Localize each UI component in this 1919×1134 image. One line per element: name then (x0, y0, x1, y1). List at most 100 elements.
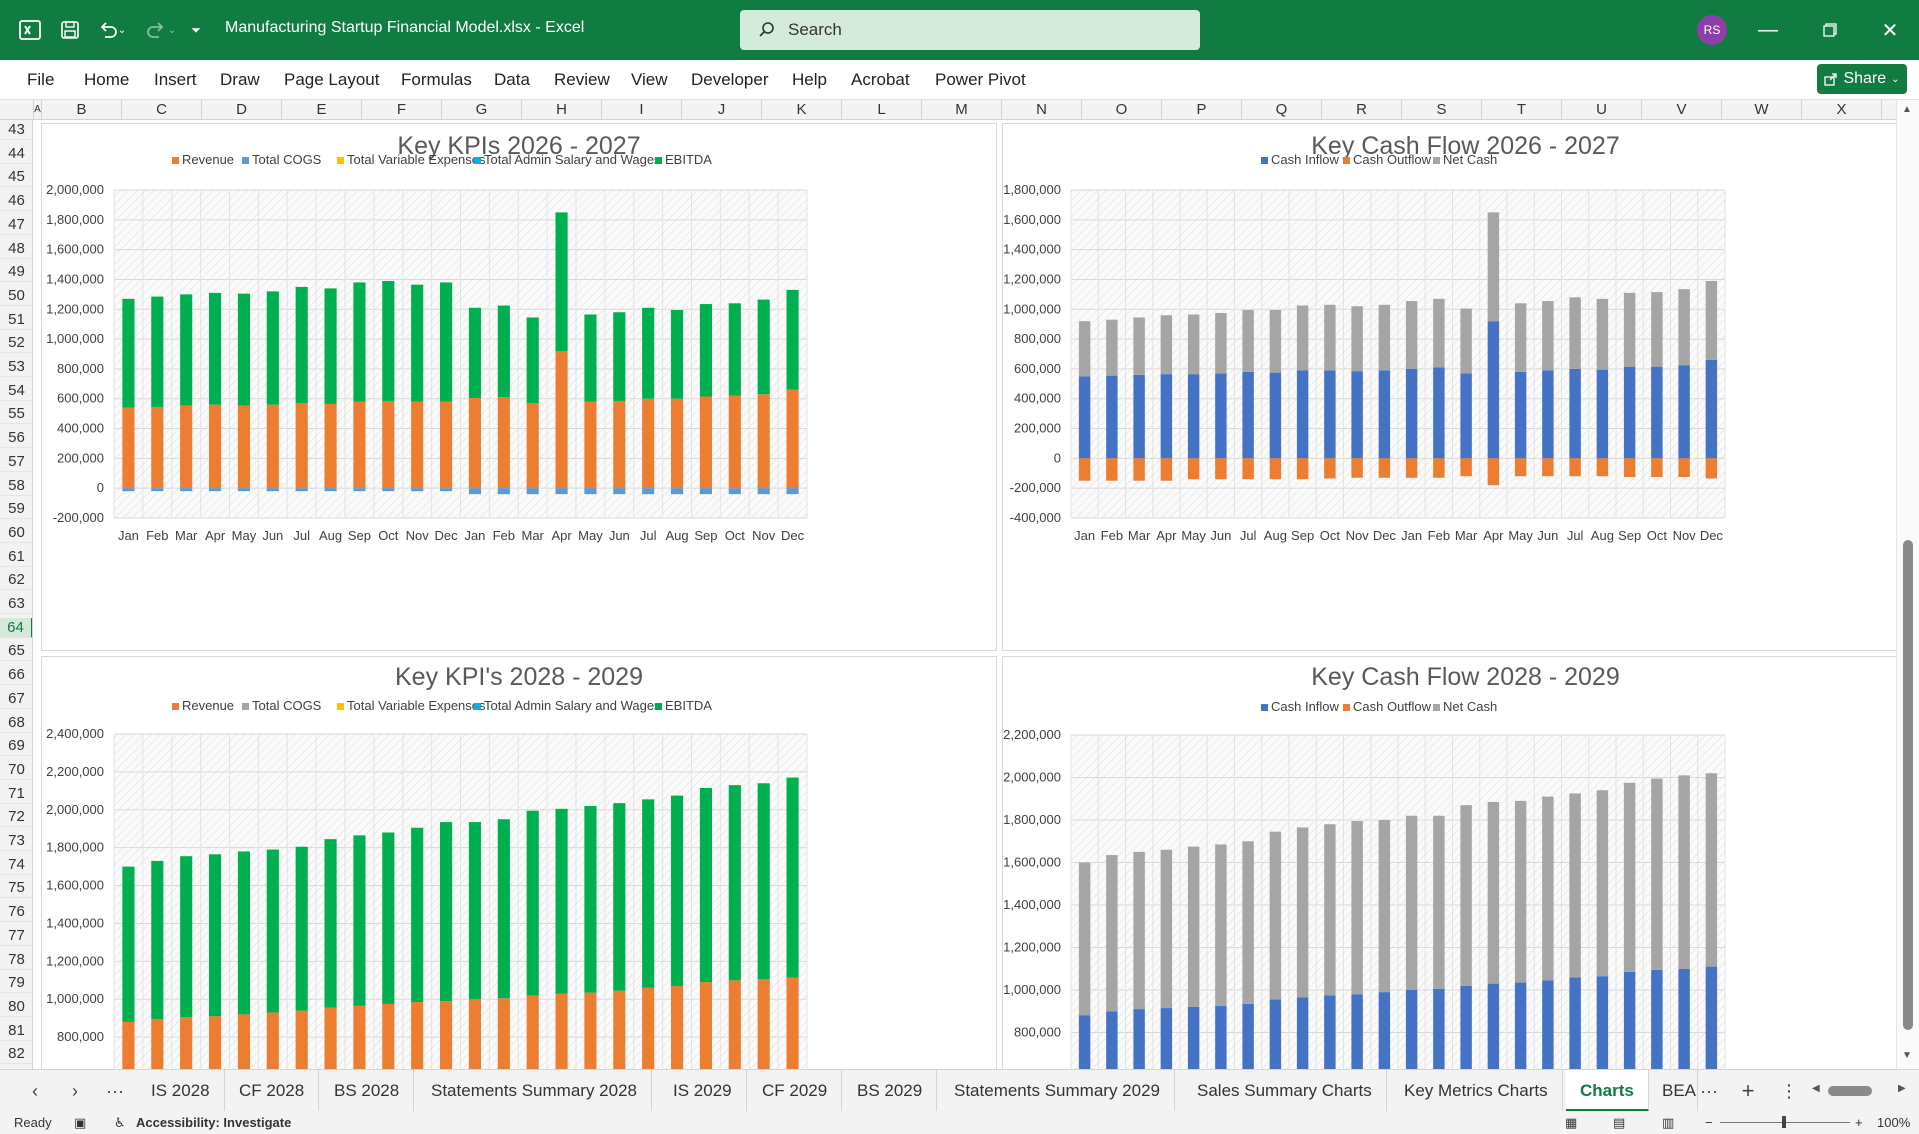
zoom-out-icon[interactable]: − (1705, 1115, 1713, 1130)
column-header-v[interactable]: V (1642, 100, 1722, 120)
save-icon[interactable] (54, 14, 86, 46)
tab-review[interactable]: Review (554, 70, 610, 89)
row-header-68[interactable]: 68 (0, 713, 32, 733)
scroll-left-icon[interactable]: ◀ (1812, 1083, 1820, 1094)
tab-file[interactable]: File (27, 70, 55, 89)
next-sheet-icon[interactable]: › (72, 1081, 78, 1101)
row-header-67[interactable]: 67 (0, 689, 32, 709)
column-header-n[interactable]: N (1002, 100, 1082, 120)
column-header-s[interactable]: S (1402, 100, 1482, 120)
column-header-u[interactable]: U (1562, 100, 1642, 120)
zoom-in-icon[interactable]: + (1855, 1115, 1863, 1130)
close-icon[interactable]: ✕ (1881, 19, 1899, 42)
column-header-h[interactable]: H (522, 100, 602, 120)
row-header-82[interactable]: 82 (0, 1044, 32, 1065)
zoom-level[interactable]: 100% (1877, 1115, 1911, 1130)
sheet-tab-bs-2029[interactable]: BS 2029 (843, 1070, 938, 1112)
search-box[interactable]: Search (740, 10, 1200, 50)
page-layout-view-icon[interactable]: ▤ (1613, 1115, 1626, 1130)
chart-kpis-2026-2027[interactable]: Key KPIs 2026 - 2027 Revenue Total COGS Tot… (41, 123, 997, 651)
row-header-69[interactable]: 69 (0, 736, 32, 757)
column-header-m[interactable]: M (922, 100, 1002, 120)
scroll-up-icon[interactable]: ▲ (1902, 104, 1912, 115)
minimize-icon[interactable]: — (1758, 18, 1778, 41)
customize-quick-access-icon[interactable]: ⏷ (191, 22, 201, 37)
row-header-43[interactable]: 43 (0, 120, 32, 140)
row-header-48[interactable]: 48 (0, 239, 32, 259)
tab-view[interactable]: View (631, 70, 668, 89)
tab-acrobat[interactable]: Acrobat (851, 70, 910, 89)
column-header-f[interactable]: F (362, 100, 442, 120)
column-header-g[interactable]: G (442, 100, 522, 120)
row-header-56[interactable]: 56 (0, 428, 32, 449)
tab-insert[interactable]: Insert (154, 70, 197, 89)
column-header-i[interactable]: I (602, 100, 682, 120)
more-tabs-icon[interactable]: ··· (1700, 1081, 1718, 1101)
user-avatar[interactable]: RS (1697, 15, 1727, 45)
row-header-54[interactable]: 54 (0, 381, 32, 401)
tab-home[interactable]: Home (84, 70, 130, 89)
row-header-65[interactable]: 65 (0, 641, 32, 662)
column-header-t[interactable]: T (1482, 100, 1562, 120)
row-header-46[interactable]: 46 (0, 191, 32, 212)
sheet-tab-sales-summary-charts[interactable]: Sales Summary Charts (1183, 1070, 1387, 1112)
row-header-79[interactable]: 79 (0, 973, 32, 994)
row-header-50[interactable]: 50 (0, 286, 32, 306)
row-header-44[interactable]: 44 (0, 144, 32, 164)
row-header-80[interactable]: 80 (0, 997, 32, 1017)
tab-formulas[interactable]: Formulas (401, 70, 472, 89)
row-header-52[interactable]: 52 (0, 333, 32, 354)
horizontal-scrollbar-thumb[interactable] (1828, 1086, 1872, 1096)
sheet-tab-is-2028[interactable]: IS 2028 (137, 1070, 225, 1112)
worksheet-grid[interactable]: Key KPIs 2026 - 2027 Revenue Total COGS Tot… (34, 120, 1919, 1076)
scroll-down-icon[interactable]: ▼ (1902, 1050, 1912, 1061)
column-header-j[interactable]: J (682, 100, 762, 120)
tab-help[interactable]: Help (792, 70, 827, 89)
column-header-d[interactable]: D (202, 100, 282, 120)
accessibility-status[interactable]: Accessibility: Investigate (136, 1115, 292, 1130)
tab-developer[interactable]: Developer (691, 70, 769, 89)
row-header-58[interactable]: 58 (0, 476, 32, 496)
select-all-corner[interactable] (0, 100, 34, 120)
row-header-62[interactable]: 62 (0, 570, 32, 591)
row-header-59[interactable]: 59 (0, 499, 32, 520)
sheet-options-icon[interactable]: ⋮ (1780, 1081, 1798, 1101)
row-header-53[interactable]: 53 (0, 357, 32, 377)
row-header-76[interactable]: 76 (0, 902, 32, 923)
row-header-63[interactable]: 63 (0, 594, 32, 614)
page-break-view-icon[interactable]: ▥ (1662, 1115, 1675, 1130)
row-header-70[interactable]: 70 (0, 760, 32, 780)
column-header-k[interactable]: K (762, 100, 842, 120)
scrollbar-thumb[interactable] (1903, 540, 1913, 1030)
horizontal-scrollbar[interactable]: ◀ ▶ (1812, 1083, 1912, 1099)
column-header-b[interactable]: B (42, 100, 122, 120)
more-sheets-icon[interactable]: ··· (106, 1081, 124, 1101)
column-header-q[interactable]: Q (1242, 100, 1322, 120)
column-header-p[interactable]: P (1162, 100, 1242, 120)
row-header-74[interactable]: 74 (0, 855, 32, 875)
accessibility-icon[interactable]: ♿ (114, 1115, 126, 1130)
column-header-w[interactable]: W (1722, 100, 1802, 120)
tab-draw[interactable]: Draw (220, 70, 260, 89)
sheet-tab-bs-2028[interactable]: BS 2028 (320, 1070, 415, 1112)
sheet-tab-bea[interactable]: BEA (1648, 1070, 1698, 1112)
normal-view-icon[interactable]: ▦ (1565, 1115, 1578, 1130)
row-header-72[interactable]: 72 (0, 807, 32, 828)
row-header-73[interactable]: 73 (0, 831, 32, 851)
row-header-71[interactable]: 71 (0, 784, 32, 804)
row-header-60[interactable]: 60 (0, 523, 32, 543)
sheet-tab-charts[interactable]: Charts (1566, 1070, 1649, 1112)
row-header-61[interactable]: 61 (0, 547, 32, 567)
undo-dropdown-icon[interactable]: ⌄ (117, 24, 127, 36)
previous-sheet-icon[interactable]: ‹ (32, 1081, 38, 1101)
column-header-l[interactable]: L (842, 100, 922, 120)
sheet-tab-is-2029[interactable]: IS 2029 (659, 1070, 747, 1112)
column-header-a[interactable]: A (34, 100, 42, 120)
zoom-slider[interactable] (1720, 1116, 1850, 1128)
row-header-57[interactable]: 57 (0, 452, 32, 472)
row-header-78[interactable]: 78 (0, 950, 32, 970)
sheet-tab-cf-2028[interactable]: CF 2028 (225, 1070, 320, 1112)
row-header-55[interactable]: 55 (0, 404, 32, 425)
row-header-66[interactable]: 66 (0, 665, 32, 686)
chart-cashflow-2028-2029[interactable]: Key Cash Flow 2028 - 2029 Cash Inflow Cash… (1002, 656, 1919, 1076)
